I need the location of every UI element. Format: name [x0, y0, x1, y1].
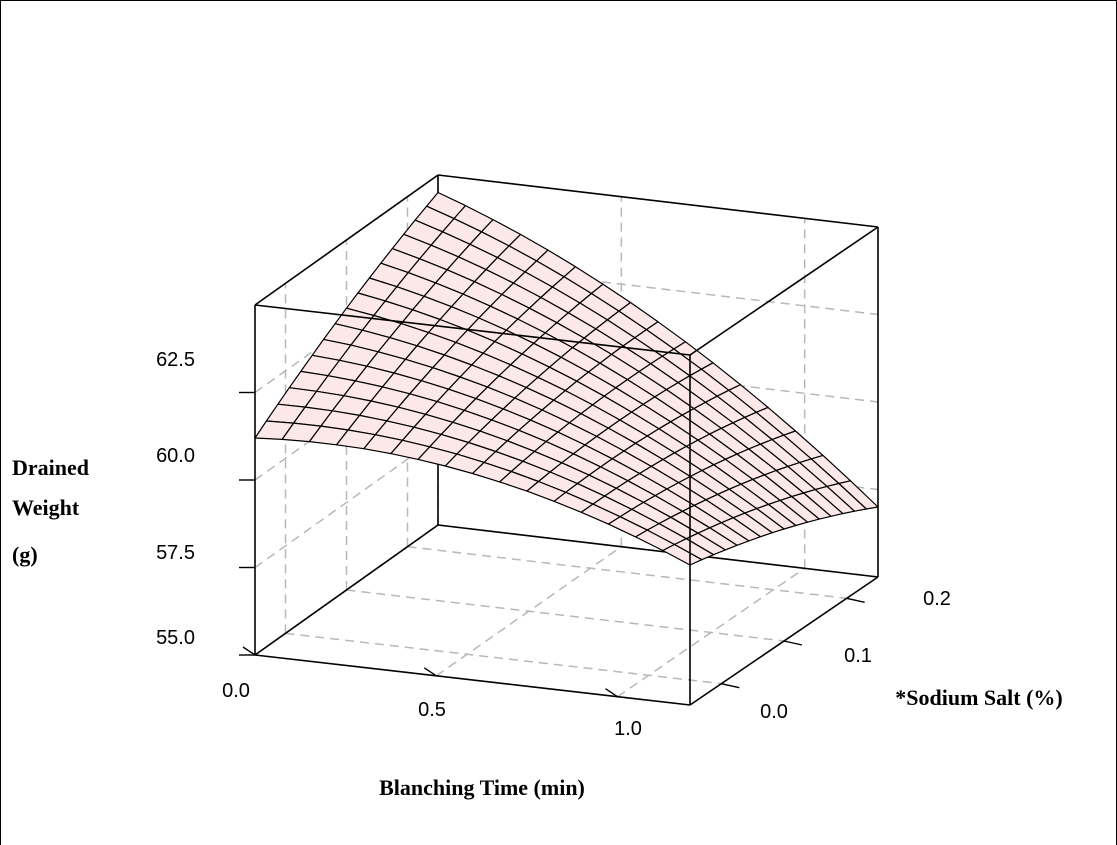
y-tick-mark: [846, 597, 865, 604]
floor-gridline: [407, 545, 847, 600]
surface-cell: [662, 543, 703, 566]
x-tick-label: 0.0: [222, 680, 250, 702]
z-tick-label: 62.5: [156, 349, 195, 371]
z-axis-title-line: Weight: [12, 495, 80, 520]
x-tick-mark: [605, 688, 618, 698]
box-edge: [437, 174, 879, 228]
y-tick-mark: [783, 640, 803, 646]
box-edge: [254, 654, 691, 706]
box-edge: [437, 524, 879, 578]
x-tick-label: 1.0: [614, 718, 642, 740]
axis-ticks: [239, 391, 865, 698]
z-axis-title-line: Drained: [12, 455, 89, 480]
left-wall-gridline: [254, 436, 439, 569]
box-edge: [254, 304, 691, 356]
x-axis-title: Blanching Time (min): [379, 775, 585, 800]
z-axis-title-line: (g): [12, 542, 38, 567]
box-edge: [689, 226, 879, 356]
x-tick-mark: [242, 646, 256, 656]
y-tick-mark: [721, 682, 740, 689]
y-axis-title: *Sodium Salt (%): [895, 685, 1062, 710]
box-edge: [254, 524, 439, 656]
z-tick-label: 60.0: [156, 445, 195, 467]
x-tick-mark: [423, 667, 437, 677]
y-tick-label: 0.0: [760, 701, 788, 723]
x-tick-label: 0.5: [418, 699, 446, 721]
y-tick-label: 0.2: [923, 588, 951, 610]
response-surface: [254, 191, 879, 566]
box-edge: [254, 174, 439, 306]
floor-gridline: [285, 632, 722, 685]
y-tick-label: 0.1: [844, 645, 872, 667]
z-tick-label: 55.0: [156, 627, 195, 649]
floor-gridline: [346, 589, 785, 642]
z-tick-label: 57.5: [156, 542, 195, 564]
